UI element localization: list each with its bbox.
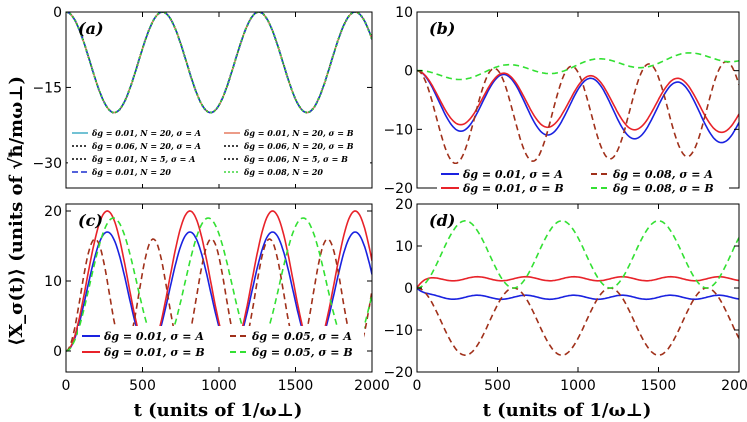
legend-label-c: δg = 0.05, σ = A <box>251 330 352 343</box>
x-tick-label-d: 0 <box>413 378 422 394</box>
series-d-1 <box>417 275 739 289</box>
y-tick-label-a: −30 <box>32 156 62 172</box>
x-tick-label-d: 500 <box>484 378 511 394</box>
x-tick-label-c: 1000 <box>201 378 237 394</box>
x-tick-label-d: 2000 <box>721 378 747 394</box>
legend-label-b: δg = 0.01, σ = A <box>462 168 563 181</box>
legend-c: δg = 0.01, σ = A δg = 0.01, σ = B δg = 0.0… <box>78 326 364 359</box>
y-tick-label-b: −20 <box>383 181 413 197</box>
x-tick-label-c: 2000 <box>354 378 390 394</box>
panel-label-c: (c) <box>78 211 103 230</box>
legend-a: δg = 0.01, N = 20, σ = A δg = 0.01, N = 2… <box>68 126 370 184</box>
series-a-3 <box>66 12 372 114</box>
x-axis-label-left: t (units of 1/ω⊥) <box>134 400 303 421</box>
legend-label-c: δg = 0.01, σ = A <box>103 330 204 343</box>
panel-label-a: (a) <box>78 19 104 38</box>
panel-frame-d <box>416 203 740 373</box>
panel-label-b: (b) <box>429 19 455 38</box>
series-a-7 <box>66 12 372 114</box>
legend-label-b: δg = 0.01, σ = B <box>462 182 564 195</box>
series-c-2 <box>66 238 372 352</box>
y-axis-label: ⟨X_σ(t)⟩ (units of √ħ/mω⊥) <box>6 76 27 346</box>
y-tick-label-c: 0 <box>53 344 62 360</box>
y-tick-label-d: 10 <box>395 239 413 255</box>
series-b-1 <box>417 69 739 134</box>
panel-frame-b <box>416 11 740 189</box>
series-d-2 <box>417 287 739 356</box>
x-tick-label-d: 1500 <box>641 378 677 394</box>
series-c-3 <box>66 217 372 352</box>
y-tick-label-c: 20 <box>44 204 62 220</box>
legend-label-a: δg = 0.08, N = 20 <box>243 167 323 177</box>
series-b-0 <box>417 69 739 144</box>
series-d-0 <box>417 287 739 301</box>
legend-label-a: δg = 0.01, N = 20, σ = B <box>243 128 354 138</box>
legend-label-a: δg = 0.06, N = 20, σ = B <box>243 141 354 151</box>
y-tick-label-b: 10 <box>395 5 413 21</box>
legend-label-a: δg = 0.01, N = 20 <box>91 167 171 177</box>
y-tick-label-a: −15 <box>32 80 62 96</box>
x-tick-label-c: 0 <box>62 378 71 394</box>
y-tick-label-d: 0 <box>404 281 413 297</box>
series-a-1 <box>66 12 372 114</box>
x-axis-label-right: t (units of 1/ω⊥) <box>483 400 652 421</box>
series-b-2 <box>417 60 739 165</box>
y-tick-label-b: 0 <box>404 64 413 80</box>
panel-b: 10 0 −10 −20 (b) δg = 0.01, σ = Aδg = 0.01, σ… <box>383 5 740 197</box>
y-tick-label-d: −20 <box>383 365 413 381</box>
legend-label-a: δg = 0.01, N = 20, σ = A <box>91 128 201 138</box>
legend-label-b: δg = 0.08, σ = A <box>612 168 713 181</box>
legend-b: δg = 0.01, σ = Aδg = 0.01, σ = B δg = 0.0… <box>437 164 729 195</box>
legend-label-b: δg = 0.08, σ = B <box>612 182 714 195</box>
series-a-2 <box>66 12 372 114</box>
series-a-0 <box>66 12 372 114</box>
legend-label-a: δg = 0.06, N = 20, σ = A <box>91 141 201 151</box>
series-a-6 <box>66 12 372 114</box>
legend-label-a: δg = 0.06, N = 5, σ = B <box>243 154 348 164</box>
x-tick-label-d: 1000 <box>560 378 596 394</box>
y-tick-label-c: 10 <box>44 274 62 290</box>
series-a-5 <box>66 12 372 114</box>
legend-label-c: δg = 0.01, σ = B <box>103 346 205 359</box>
y-tick-label-d: 20 <box>395 197 413 213</box>
series-a-4 <box>66 12 372 114</box>
series-d-3 <box>417 220 739 289</box>
series-b-3 <box>417 52 739 81</box>
y-tick-label-d: −10 <box>383 323 413 339</box>
y-tick-label-a: 0 <box>53 5 62 21</box>
y-tick-label-b: −10 <box>383 122 413 138</box>
x-tick-label-c: 500 <box>129 378 156 394</box>
x-tick-label-c: 1500 <box>278 378 314 394</box>
legend-label-c: δg = 0.05, σ = B <box>251 346 353 359</box>
legend-label-a: δg = 0.01, N = 5, σ = A <box>91 154 195 164</box>
panel-label-d: (d) <box>429 211 455 230</box>
